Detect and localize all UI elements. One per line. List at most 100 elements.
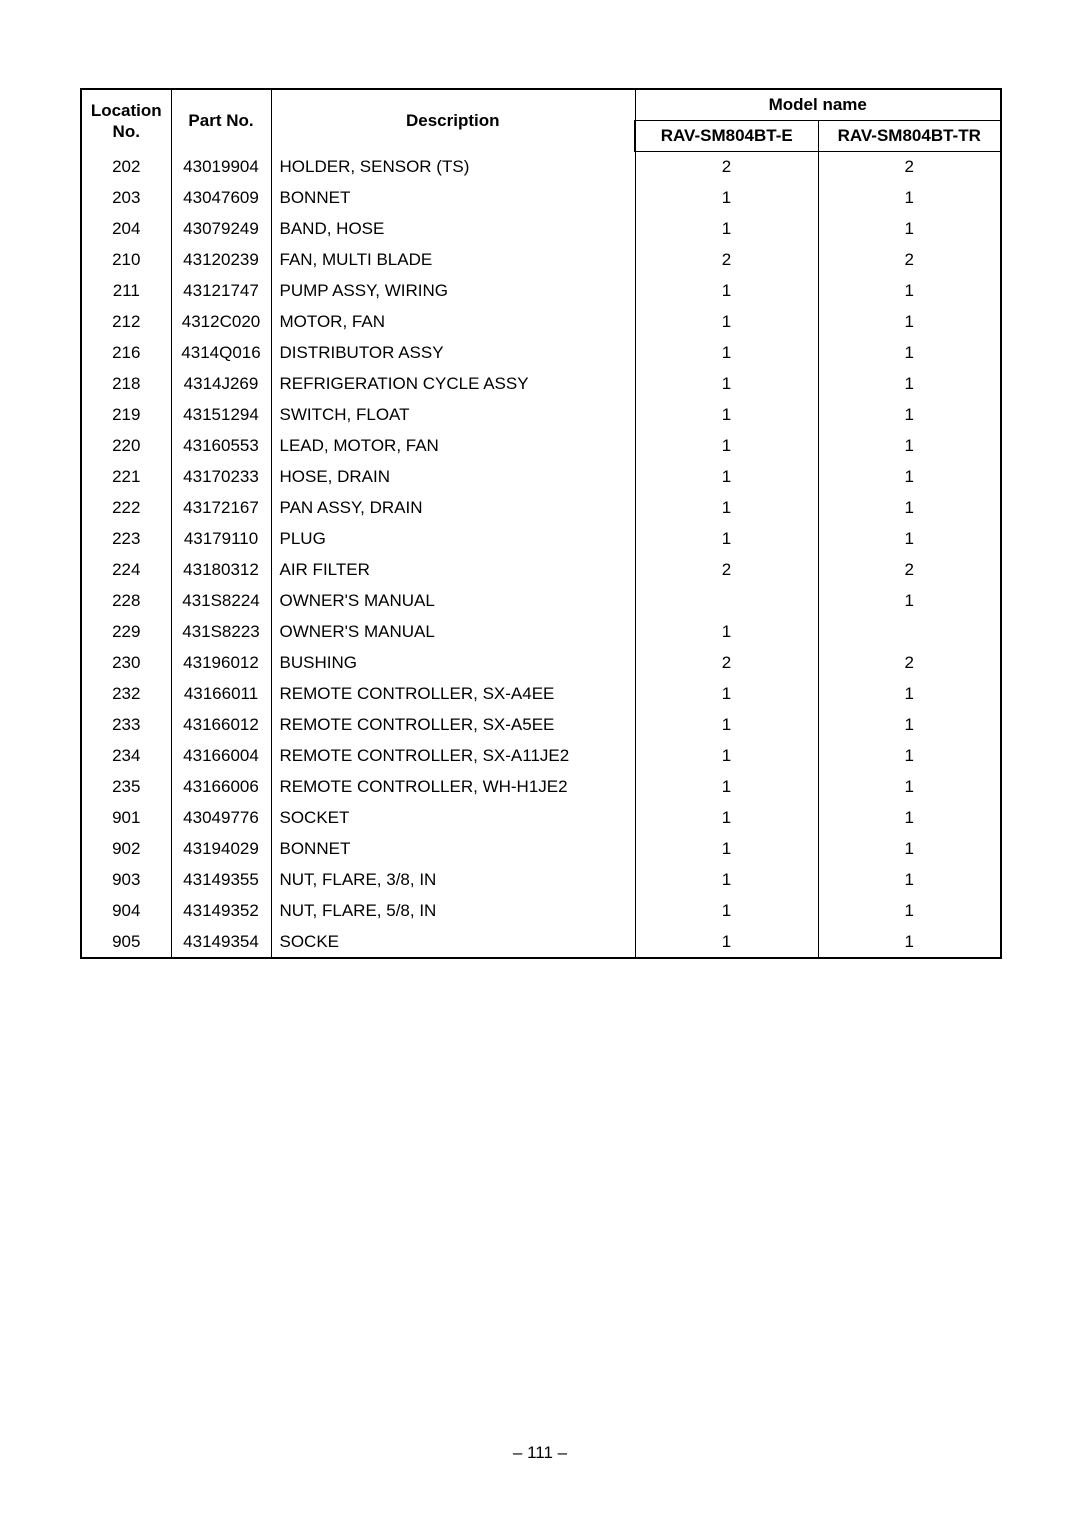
cell-model-1: 1 (635, 617, 818, 648)
cell-location: 202 (81, 152, 171, 183)
cell-location: 203 (81, 183, 171, 214)
cell-description: BUSHING (271, 648, 635, 679)
cell-part-no: 43179110 (171, 524, 271, 555)
cell-description: SWITCH, FLOAT (271, 400, 635, 431)
cell-description: PAN ASSY, DRAIN (271, 493, 635, 524)
cell-model-2: 1 (818, 307, 1001, 338)
cell-model-1: 2 (635, 245, 818, 276)
cell-model-1 (635, 586, 818, 617)
cell-model-1: 2 (635, 152, 818, 183)
cell-model-2: 1 (818, 803, 1001, 834)
table-row: 90443149352NUT, FLARE, 5/8, IN11 (81, 896, 1001, 927)
cell-location: 235 (81, 772, 171, 803)
cell-description: FAN, MULTI BLADE (271, 245, 635, 276)
cell-description: OWNER'S MANUAL (271, 586, 635, 617)
cell-location: 228 (81, 586, 171, 617)
cell-model-1: 1 (635, 493, 818, 524)
cell-description: BONNET (271, 834, 635, 865)
cell-model-2: 1 (818, 927, 1001, 958)
cell-location: 218 (81, 369, 171, 400)
cell-location: 210 (81, 245, 171, 276)
cell-model-1: 1 (635, 431, 818, 462)
cell-part-no: 4312C020 (171, 307, 271, 338)
table-row: 21043120239FAN, MULTI BLADE22 (81, 245, 1001, 276)
cell-model-2: 1 (818, 369, 1001, 400)
cell-model-2: 1 (818, 772, 1001, 803)
cell-model-1: 1 (635, 896, 818, 927)
cell-model-1: 1 (635, 927, 818, 958)
table-row: 90143049776SOCKET11 (81, 803, 1001, 834)
cell-description: DISTRIBUTOR ASSY (271, 338, 635, 369)
cell-location: 220 (81, 431, 171, 462)
table-row: 23343166012REMOTE CONTROLLER, SX-A5EE11 (81, 710, 1001, 741)
cell-description: AIR FILTER (271, 555, 635, 586)
cell-location: 216 (81, 338, 171, 369)
cell-part-no: 43166012 (171, 710, 271, 741)
table-row: 22143170233HOSE, DRAIN11 (81, 462, 1001, 493)
cell-model-1: 1 (635, 276, 818, 307)
cell-model-2: 1 (818, 214, 1001, 245)
header-model-1: RAV-SM804BT-E (635, 121, 818, 152)
cell-location: 224 (81, 555, 171, 586)
cell-description: OWNER'S MANUAL (271, 617, 635, 648)
cell-location: 219 (81, 400, 171, 431)
cell-description: REMOTE CONTROLLER, WH-H1JE2 (271, 772, 635, 803)
cell-location: 902 (81, 834, 171, 865)
cell-model-2: 1 (818, 586, 1001, 617)
cell-part-no: 4314J269 (171, 369, 271, 400)
cell-model-1: 1 (635, 338, 818, 369)
cell-description: PLUG (271, 524, 635, 555)
table-row: 2184314J269REFRIGERATION CYCLE ASSY11 (81, 369, 1001, 400)
cell-model-2: 2 (818, 555, 1001, 586)
cell-description: REFRIGERATION CYCLE ASSY (271, 369, 635, 400)
cell-location: 232 (81, 679, 171, 710)
cell-model-1: 1 (635, 865, 818, 896)
cell-model-2: 1 (818, 276, 1001, 307)
cell-location: 903 (81, 865, 171, 896)
cell-location: 905 (81, 927, 171, 958)
cell-part-no: 43019904 (171, 152, 271, 183)
cell-location: 233 (81, 710, 171, 741)
cell-description: SOCKET (271, 803, 635, 834)
header-description: Description (271, 89, 635, 152)
cell-description: NUT, FLARE, 3/8, IN (271, 865, 635, 896)
cell-model-2: 1 (818, 183, 1001, 214)
table-row: 22343179110PLUG11 (81, 524, 1001, 555)
parts-table: Location No. Part No. Description Model … (80, 88, 1002, 959)
table-row: 228431S8224OWNER'S MANUAL1 (81, 586, 1001, 617)
cell-location: 901 (81, 803, 171, 834)
table-row: 90343149355NUT, FLARE, 3/8, IN11 (81, 865, 1001, 896)
cell-description: BONNET (271, 183, 635, 214)
cell-part-no: 43160553 (171, 431, 271, 462)
cell-model-2: 1 (818, 896, 1001, 927)
cell-part-no: 4314Q016 (171, 338, 271, 369)
cell-model-1: 1 (635, 307, 818, 338)
cell-model-1: 1 (635, 183, 818, 214)
header-part-no: Part No. (171, 89, 271, 152)
cell-model-2 (818, 617, 1001, 648)
cell-model-2: 2 (818, 648, 1001, 679)
cell-part-no: 43121747 (171, 276, 271, 307)
cell-location: 212 (81, 307, 171, 338)
cell-description: BAND, HOSE (271, 214, 635, 245)
cell-location: 221 (81, 462, 171, 493)
cell-part-no: 43047609 (171, 183, 271, 214)
cell-model-1: 1 (635, 803, 818, 834)
cell-part-no: 43151294 (171, 400, 271, 431)
cell-model-2: 1 (818, 865, 1001, 896)
cell-part-no: 43120239 (171, 245, 271, 276)
table-row: 90543149354SOCKE11 (81, 927, 1001, 958)
cell-description: NUT, FLARE, 5/8, IN (271, 896, 635, 927)
cell-model-2: 1 (818, 524, 1001, 555)
cell-part-no: 43166004 (171, 741, 271, 772)
cell-model-2: 1 (818, 493, 1001, 524)
cell-part-no: 43194029 (171, 834, 271, 865)
table-row: 21943151294SWITCH, FLOAT11 (81, 400, 1001, 431)
cell-part-no: 43079249 (171, 214, 271, 245)
page: Location No. Part No. Description Model … (0, 0, 1080, 1525)
cell-description: REMOTE CONTROLLER, SX-A4EE (271, 679, 635, 710)
cell-part-no: 43149354 (171, 927, 271, 958)
cell-part-no: 43166011 (171, 679, 271, 710)
table-row: 2164314Q016DISTRIBUTOR ASSY11 (81, 338, 1001, 369)
table-row: 23043196012BUSHING22 (81, 648, 1001, 679)
